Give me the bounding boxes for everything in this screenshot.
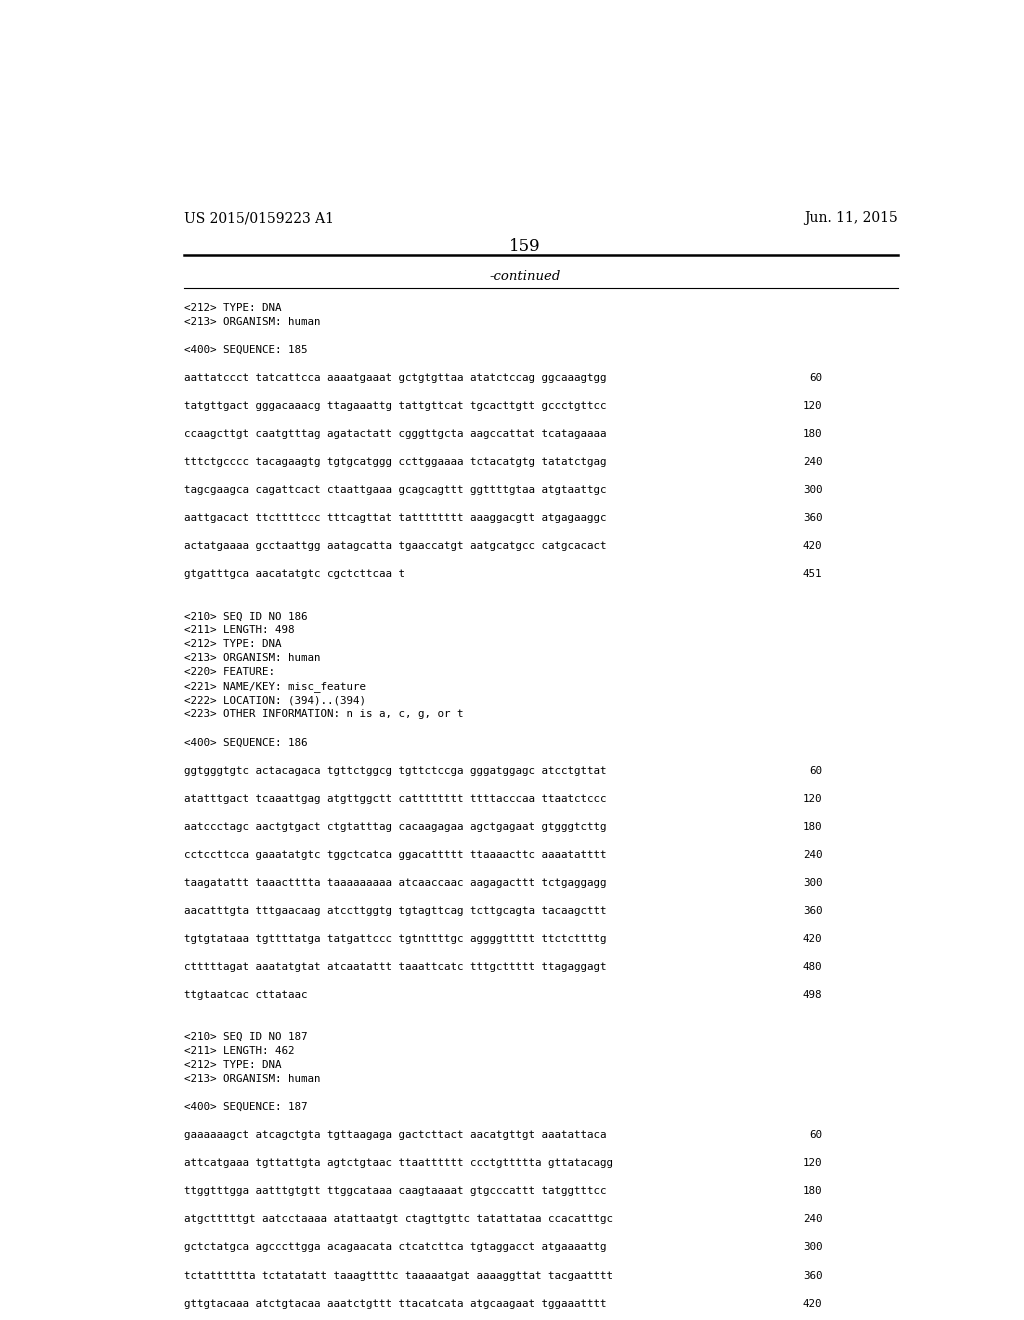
Text: attcatgaaa tgttattgta agtctgtaac ttaatttttt ccctgttttta gttatacagg: attcatgaaa tgttattgta agtctgtaac ttaattt… xyxy=(183,1159,612,1168)
Text: tgtgtataaa tgttttatga tatgattccc tgtnttttgc aggggttttt ttctcttttg: tgtgtataaa tgttttatga tatgattccc tgtnttt… xyxy=(183,935,606,944)
Text: <211> LENGTH: 498: <211> LENGTH: 498 xyxy=(183,626,294,635)
Text: 60: 60 xyxy=(809,372,822,383)
Text: 300: 300 xyxy=(803,484,822,495)
Text: 360: 360 xyxy=(803,513,822,523)
Text: ttggtttgga aatttgtgtt ttggcataaa caagtaaaat gtgcccattt tatggtttcc: ttggtttgga aatttgtgtt ttggcataaa caagtaa… xyxy=(183,1187,606,1196)
Text: tatgttgact gggacaaacg ttagaaattg tattgttcat tgcacttgtt gccctgttcc: tatgttgact gggacaaacg ttagaaattg tattgtt… xyxy=(183,401,606,411)
Text: <221> NAME/KEY: misc_feature: <221> NAME/KEY: misc_feature xyxy=(183,681,366,693)
Text: tctatttttta tctatatatt taaagttttc taaaaatgat aaaaggttat tacgaatttt: tctatttttta tctatatatt taaagttttc taaaaa… xyxy=(183,1271,612,1280)
Text: atgctttttgt aatcctaaaa atattaatgt ctagttgttc tatattataa ccacatttgc: atgctttttgt aatcctaaaa atattaatgt ctagtt… xyxy=(183,1214,612,1225)
Text: tagcgaagca cagattcact ctaattgaaa gcagcagttt ggttttgtaa atgtaattgc: tagcgaagca cagattcact ctaattgaaa gcagcag… xyxy=(183,484,606,495)
Text: Jun. 11, 2015: Jun. 11, 2015 xyxy=(804,211,898,226)
Text: cctccttcca gaaatatgtc tggctcatca ggacattttt ttaaaacttc aaaatatttt: cctccttcca gaaatatgtc tggctcatca ggacatt… xyxy=(183,850,606,859)
Text: 498: 498 xyxy=(803,990,822,1001)
Text: atatttgact tcaaattgag atgttggctt catttttttt ttttacccaa ttaatctccc: atatttgact tcaaattgag atgttggctt cattttt… xyxy=(183,793,606,804)
Text: 240: 240 xyxy=(803,457,822,467)
Text: <400> SEQUENCE: 187: <400> SEQUENCE: 187 xyxy=(183,1102,307,1113)
Text: gaaaaaagct atcagctgta tgttaagaga gactcttact aacatgttgt aaatattaca: gaaaaaagct atcagctgta tgttaagaga gactctt… xyxy=(183,1130,606,1140)
Text: US 2015/0159223 A1: US 2015/0159223 A1 xyxy=(183,211,334,226)
Text: <213> ORGANISM: human: <213> ORGANISM: human xyxy=(183,653,321,664)
Text: <210> SEQ ID NO 186: <210> SEQ ID NO 186 xyxy=(183,611,307,622)
Text: ccaagcttgt caatgtttag agatactatt cgggttgcta aagccattat tcatagaaaa: ccaagcttgt caatgtttag agatactatt cgggttg… xyxy=(183,429,606,440)
Text: <213> ORGANISM: human: <213> ORGANISM: human xyxy=(183,317,321,327)
Text: ttgtaatcac cttataac: ttgtaatcac cttataac xyxy=(183,990,307,1001)
Text: 159: 159 xyxy=(509,238,541,255)
Text: <222> LOCATION: (394)..(394): <222> LOCATION: (394)..(394) xyxy=(183,696,366,705)
Text: <213> ORGANISM: human: <213> ORGANISM: human xyxy=(183,1074,321,1084)
Text: -continued: -continued xyxy=(489,271,560,284)
Text: <220> FEATURE:: <220> FEATURE: xyxy=(183,668,274,677)
Text: 420: 420 xyxy=(803,1299,822,1308)
Text: ggtgggtgtc actacagaca tgttctggcg tgttctccga gggatggagc atcctgttat: ggtgggtgtc actacagaca tgttctggcg tgttctc… xyxy=(183,766,606,776)
Text: aattgacact ttcttttccc tttcagttat tatttttttt aaaggacgtt atgagaaggc: aattgacact ttcttttccc tttcagttat tattttt… xyxy=(183,513,606,523)
Text: 60: 60 xyxy=(809,766,822,776)
Text: 120: 120 xyxy=(803,401,822,411)
Text: aacatttgta tttgaacaag atccttggtg tgtagttcag tcttgcagta tacaagcttt: aacatttgta tttgaacaag atccttggtg tgtagtt… xyxy=(183,906,606,916)
Text: 180: 180 xyxy=(803,822,822,832)
Text: <212> TYPE: DNA: <212> TYPE: DNA xyxy=(183,302,281,313)
Text: 120: 120 xyxy=(803,793,822,804)
Text: 60: 60 xyxy=(809,1130,822,1140)
Text: 480: 480 xyxy=(803,962,822,972)
Text: aatccctagc aactgtgact ctgtatttag cacaagagaa agctgagaat gtgggtcttg: aatccctagc aactgtgact ctgtatttag cacaaga… xyxy=(183,822,606,832)
Text: taagatattt taaactttta taaaaaaaaa atcaaccaac aagagacttt tctgaggagg: taagatattt taaactttta taaaaaaaaa atcaacc… xyxy=(183,878,606,888)
Text: 451: 451 xyxy=(803,569,822,579)
Text: 240: 240 xyxy=(803,850,822,859)
Text: 420: 420 xyxy=(803,541,822,552)
Text: actatgaaaa gcctaattgg aatagcatta tgaaccatgt aatgcatgcc catgcacact: actatgaaaa gcctaattgg aatagcatta tgaacca… xyxy=(183,541,606,552)
Text: 300: 300 xyxy=(803,878,822,888)
Text: ctttttagat aaatatgtat atcaatattt taaattcatc tttgcttttt ttagaggagt: ctttttagat aaatatgtat atcaatattt taaattc… xyxy=(183,962,606,972)
Text: <223> OTHER INFORMATION: n is a, c, g, or t: <223> OTHER INFORMATION: n is a, c, g, o… xyxy=(183,709,463,719)
Text: <212> TYPE: DNA: <212> TYPE: DNA xyxy=(183,639,281,649)
Text: <400> SEQUENCE: 186: <400> SEQUENCE: 186 xyxy=(183,738,307,747)
Text: 420: 420 xyxy=(803,935,822,944)
Text: 120: 120 xyxy=(803,1159,822,1168)
Text: 180: 180 xyxy=(803,1187,822,1196)
Text: aattatccct tatcattcca aaaatgaaat gctgtgttaa atatctccag ggcaaagtgg: aattatccct tatcattcca aaaatgaaat gctgtgt… xyxy=(183,372,606,383)
Text: tttctgcccc tacagaagtg tgtgcatggg ccttggaaaa tctacatgtg tatatctgag: tttctgcccc tacagaagtg tgtgcatggg ccttgga… xyxy=(183,457,606,467)
Text: 360: 360 xyxy=(803,1271,822,1280)
Text: <211> LENGTH: 462: <211> LENGTH: 462 xyxy=(183,1047,294,1056)
Text: gctctatgca agcccttgga acagaacata ctcatcttca tgtaggacct atgaaaattg: gctctatgca agcccttgga acagaacata ctcatct… xyxy=(183,1242,606,1253)
Text: <400> SEQUENCE: 185: <400> SEQUENCE: 185 xyxy=(183,345,307,355)
Text: gttgtacaaa atctgtacaa aaatctgttt ttacatcata atgcaagaat tggaaatttt: gttgtacaaa atctgtacaa aaatctgttt ttacatc… xyxy=(183,1299,606,1308)
Text: <212> TYPE: DNA: <212> TYPE: DNA xyxy=(183,1060,281,1071)
Text: gtgatttgca aacatatgtc cgctcttcaa t: gtgatttgca aacatatgtc cgctcttcaa t xyxy=(183,569,404,579)
Text: 360: 360 xyxy=(803,906,822,916)
Text: 300: 300 xyxy=(803,1242,822,1253)
Text: <210> SEQ ID NO 187: <210> SEQ ID NO 187 xyxy=(183,1032,307,1041)
Text: 180: 180 xyxy=(803,429,822,440)
Text: 240: 240 xyxy=(803,1214,822,1225)
